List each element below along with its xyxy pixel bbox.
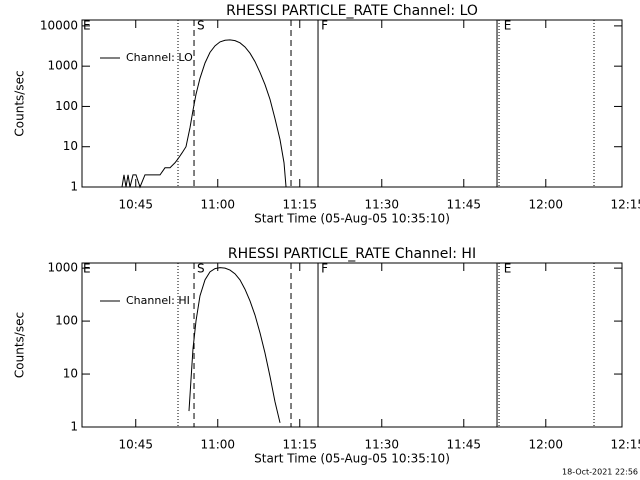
time-marker-label: E xyxy=(83,19,91,33)
y-tick-label: 10000 xyxy=(40,18,78,32)
time-marker-label: F xyxy=(321,19,328,33)
y-tick-label: 10 xyxy=(63,139,78,153)
x-tick-label: 11:30 xyxy=(364,438,399,452)
data-line xyxy=(188,267,281,423)
y-tick-label: 100 xyxy=(55,314,78,328)
x-tick-label: 11:15 xyxy=(282,198,317,212)
y-tick-label: 100 xyxy=(55,99,78,113)
x-tick-label: 11:00 xyxy=(200,198,235,212)
chart-title: RHESSI PARTICLE_RATE Channel: LO xyxy=(226,3,478,19)
x-axis-title: Start Time (05-Aug-05 10:35:10) xyxy=(254,212,450,226)
x-tick-label: 11:45 xyxy=(446,198,481,212)
plot-frame xyxy=(81,19,623,188)
time-marker-label: F xyxy=(321,262,328,276)
y-tick-label: 1000 xyxy=(47,261,78,275)
timestamp: 18-Oct-2021 22:56 xyxy=(562,468,638,477)
x-tick-label: 11:45 xyxy=(446,438,481,452)
x-tick-label: 12:00 xyxy=(528,198,563,212)
x-axis-title: Start Time (05-Aug-05 10:35:10) xyxy=(254,452,450,466)
x-tick-label: 10:45 xyxy=(118,438,153,452)
y-tick-label: 1 xyxy=(70,180,78,194)
time-marker-label: S xyxy=(197,19,205,33)
chart-title: RHESSI PARTICLE_RATE Channel: HI xyxy=(228,246,476,262)
legend-label: Channel: LO xyxy=(126,51,193,64)
time-marker-label: S xyxy=(197,262,205,276)
y-axis-title: Counts/sec xyxy=(13,312,27,378)
y-tick-label: 1000 xyxy=(47,59,78,73)
y-tick-label: 1 xyxy=(70,420,78,434)
x-tick-label: 11:15 xyxy=(282,438,317,452)
legend-label: Channel: HI xyxy=(126,294,190,307)
x-tick-label: 11:00 xyxy=(200,438,235,452)
x-tick-label: 12:00 xyxy=(528,438,563,452)
plot-frame xyxy=(81,262,623,428)
x-tick-label: 12:15 xyxy=(610,198,640,212)
time-marker-label: E xyxy=(504,262,512,276)
x-tick-label: 10:45 xyxy=(118,198,153,212)
x-tick-label: 12:15 xyxy=(610,438,640,452)
data-line xyxy=(121,39,287,189)
y-tick-label: 10 xyxy=(63,367,78,381)
y-axis-title: Counts/sec xyxy=(13,70,27,136)
time-marker-label: E xyxy=(504,19,512,33)
x-tick-label: 11:30 xyxy=(364,198,399,212)
time-marker-label: E xyxy=(83,262,91,276)
